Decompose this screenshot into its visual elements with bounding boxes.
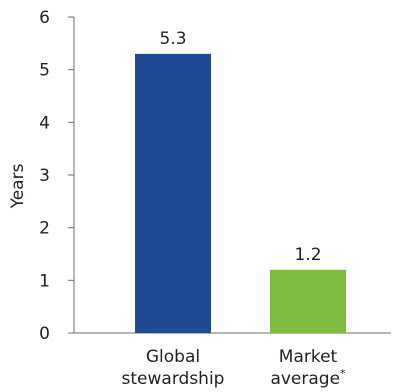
bar bbox=[270, 269, 346, 333]
y-tick-label: 6 bbox=[39, 8, 50, 28]
category-label-line2: stewardship bbox=[122, 369, 225, 389]
category-label-line1: Global bbox=[146, 347, 200, 367]
y-tick-label: 5 bbox=[39, 61, 50, 81]
bar-value-label: 1.2 bbox=[294, 245, 321, 265]
category-label-line2-text: average bbox=[270, 369, 340, 389]
y-axis-ticks: 0 1 2 3 4 5 6 bbox=[39, 8, 74, 344]
bar-value-label: 5.3 bbox=[159, 29, 186, 49]
y-tick-label: 4 bbox=[39, 113, 50, 133]
y-tick-label: 3 bbox=[39, 166, 50, 186]
category-label-line2: average* bbox=[270, 367, 346, 389]
y-axis-title: Years bbox=[8, 163, 28, 209]
bar bbox=[135, 53, 211, 333]
category-label-line1: Market bbox=[279, 347, 338, 367]
category-footnote-marker: * bbox=[340, 367, 346, 380]
y-tick-label: 2 bbox=[39, 219, 50, 239]
y-tick-label: 0 bbox=[39, 324, 50, 344]
category-label-line2-text: stewardship bbox=[122, 369, 225, 389]
y-tick-label: 1 bbox=[39, 271, 50, 291]
